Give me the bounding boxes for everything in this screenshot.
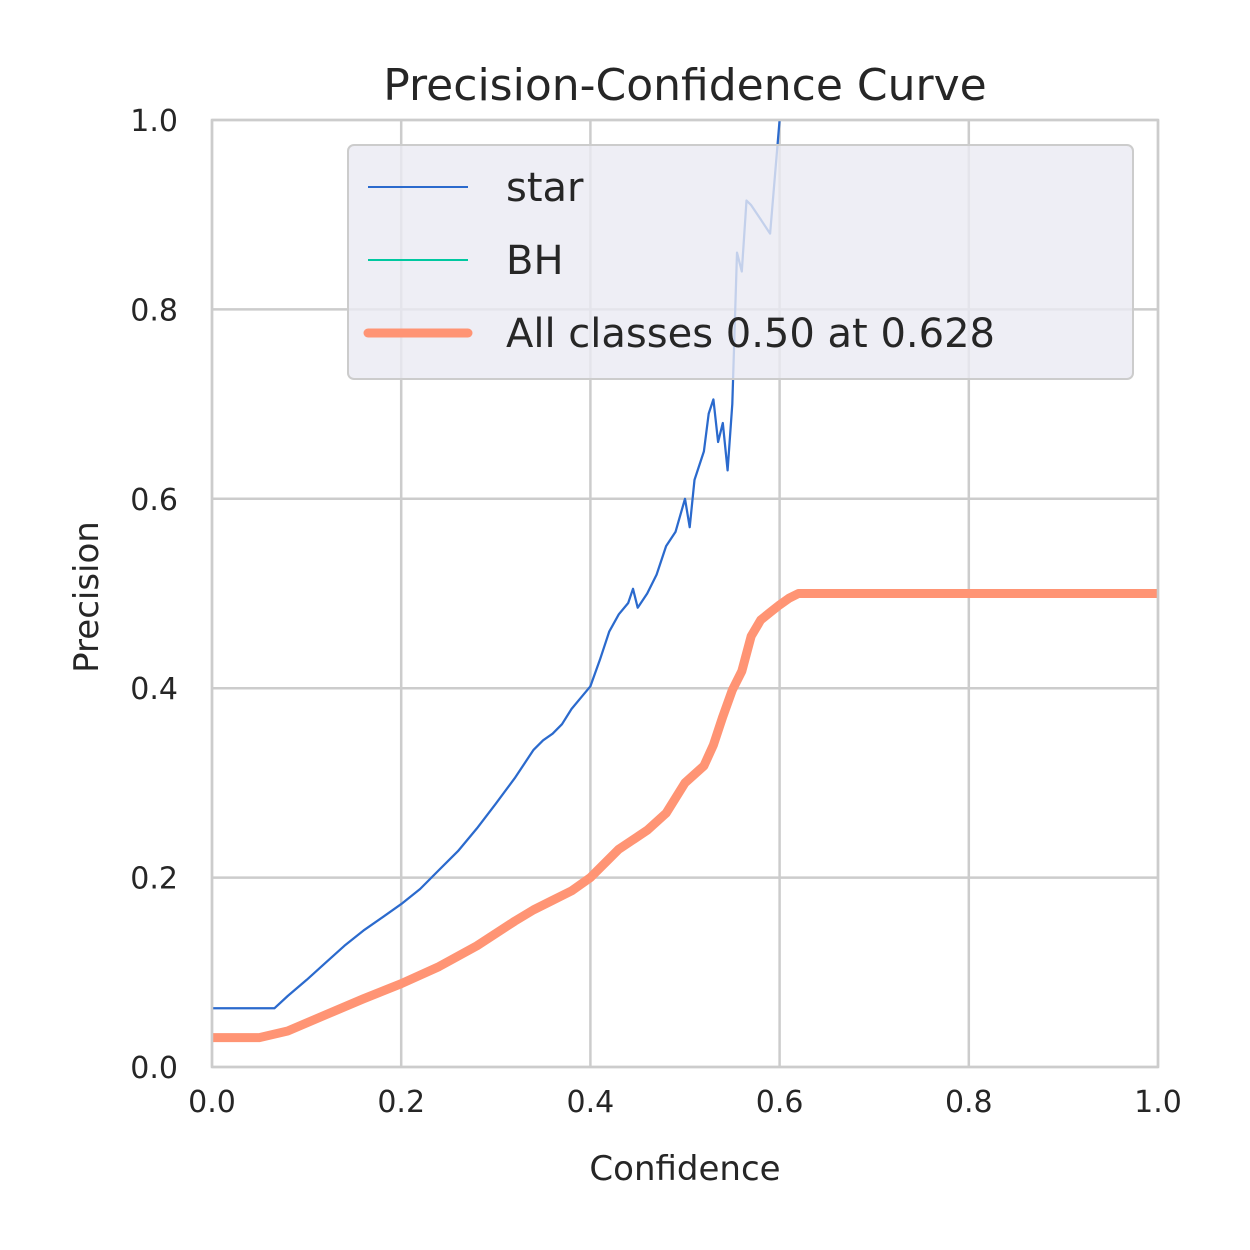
- plot-frame: [210, 118, 1160, 1069]
- series-line-all: [212, 589, 1158, 1043]
- series-line-star: [212, 120, 781, 1010]
- y-tick-label: 0.4: [130, 672, 178, 707]
- y-tick-label: 0.2: [130, 862, 178, 897]
- y-tick-label: 0.8: [130, 293, 178, 328]
- y-axis-title: Precision: [67, 521, 107, 673]
- x-tick-label: 1.0: [1134, 1085, 1182, 1120]
- chart-title: Precision-Confidence Curve: [383, 60, 986, 111]
- tick-labels: 0.0 0.2 0.4 0.6 0.8 1.0 0.0 0.2 0.4 0.6 0.8 1.0: [130, 104, 1182, 1120]
- x-tick-label: 0.0: [188, 1085, 236, 1120]
- y-tick-label: 0.6: [130, 483, 178, 518]
- x-tick-label: 0.6: [756, 1085, 804, 1120]
- legend-box: [347, 144, 1134, 380]
- legend-label: BH: [506, 238, 564, 284]
- y-tick-label: 1.0: [130, 104, 178, 139]
- x-tick-label: 0.2: [377, 1085, 425, 1120]
- y-tick-label: 0.0: [130, 1051, 178, 1086]
- legend-label: All classes 0.50 at 0.628: [506, 311, 995, 357]
- x-tick-label: 0.4: [567, 1085, 615, 1120]
- series-lines: [212, 120, 1158, 1043]
- legend: star BH All classes 0.50 at 0.628: [347, 144, 1134, 380]
- x-axis-title: Confidence: [589, 1149, 780, 1189]
- legend-label: star: [506, 165, 584, 211]
- x-tick-label: 0.8: [945, 1085, 993, 1120]
